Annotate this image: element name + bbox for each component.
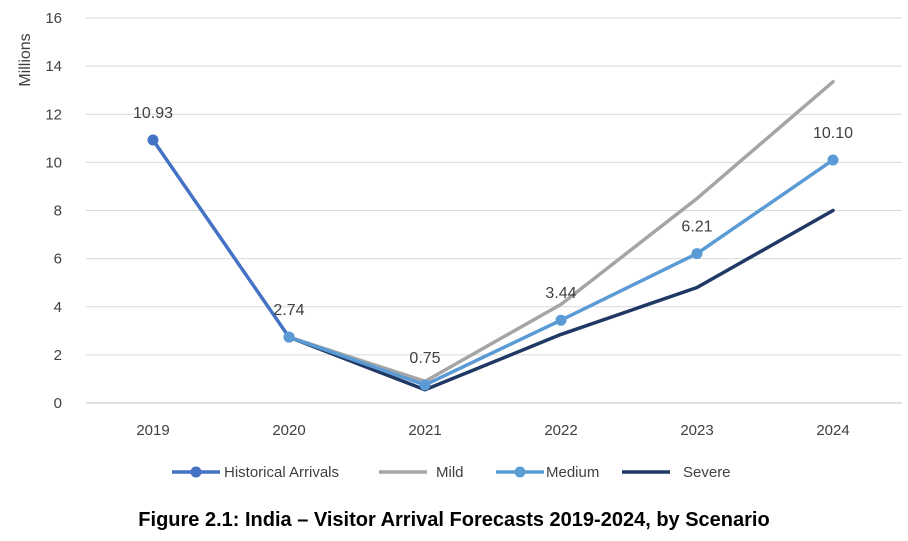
legend-marker [514,466,526,478]
legend-label: Severe [683,464,731,481]
data-label: 3.44 [545,285,576,302]
y-tick-label: 16 [45,10,62,27]
data-labels: 10.93 2.74 0.75 3.44 6.21 10.10 [133,105,853,367]
series-line-historical-arrivals [151,138,291,339]
point-medium [555,314,567,326]
legend-item-severe: Severe [622,464,731,481]
gridlines [86,17,902,404]
y-tick-label: 14 [45,58,62,75]
x-tick-label: 2023 [680,422,713,439]
legend-marker [190,466,202,478]
series-lines [151,80,835,392]
y-tick-label: 8 [54,203,62,220]
x-tick-label: 2022 [544,422,577,439]
series-line-severe [287,208,835,392]
x-tick-label: 2019 [136,422,169,439]
legend-label: Medium [546,464,599,481]
y-tick-label: 6 [54,251,62,268]
y-tick-label: 0 [54,395,62,412]
y-axis-label: Millions [17,33,34,86]
series-markers [147,134,839,391]
point-historical-arrivals [147,134,159,146]
point-medium [827,154,839,166]
point-medium [691,248,703,260]
legend-label: Mild [436,464,464,481]
legend-label: Historical Arrivals [224,464,339,481]
legend-item-medium: Medium [496,464,599,481]
x-axis-ticks: 2019 2020 2021 2022 2023 2024 [136,422,849,439]
data-label: 6.21 [681,219,712,236]
series-line-mild [287,80,835,384]
data-label: 0.75 [409,350,440,367]
data-label: 10.10 [813,125,853,142]
y-tick-label: 4 [54,299,62,316]
series-line-medium [287,158,835,387]
y-axis-ticks: 0 2 4 6 8 10 12 14 16 [45,10,62,412]
data-label: 2.74 [273,302,304,319]
data-label: 10.93 [133,105,173,122]
figure-caption: Figure 2.1: India – Visitor Arrival Fore… [138,509,769,531]
y-tick-label: 2 [54,347,62,364]
y-tick-label: 10 [45,154,62,171]
legend-item-mild: Mild [379,464,464,481]
x-tick-label: 2020 [272,422,305,439]
legend-item-historical-arrivals: Historical Arrivals [172,464,339,481]
x-tick-label: 2024 [816,422,849,439]
point-medium [419,379,431,391]
x-tick-label: 2021 [408,422,441,439]
y-tick-label: 12 [45,106,62,123]
legend: Historical Arrivals Mild Medium Severe [172,464,731,481]
point-medium [283,331,295,343]
